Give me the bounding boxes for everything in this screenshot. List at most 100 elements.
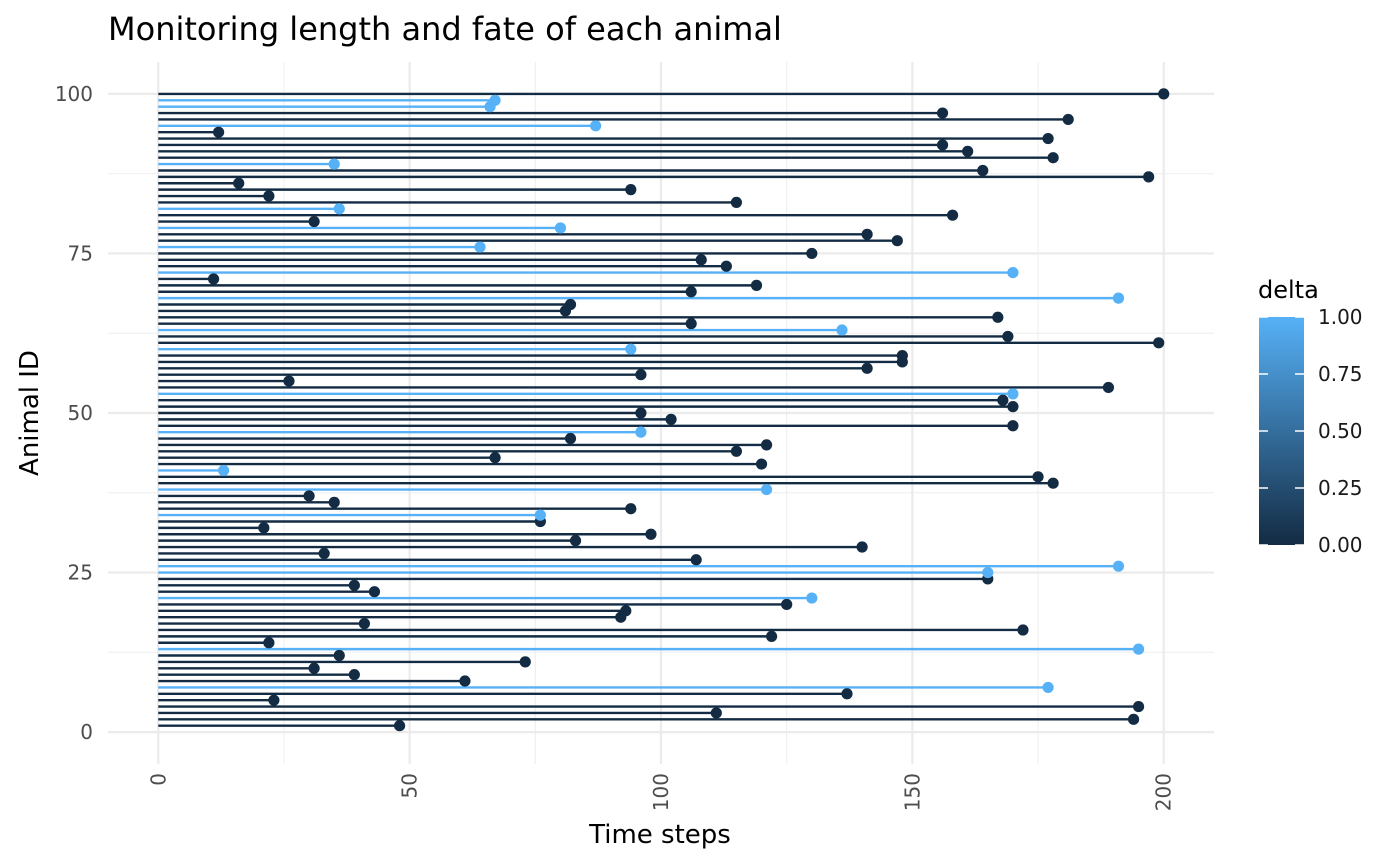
fate-point [333,649,345,662]
fate-point [690,554,702,566]
fate-point [303,490,315,502]
fate-point [333,203,345,215]
fate-point [685,286,697,298]
fate-point [368,586,381,598]
fate-point [936,107,949,119]
legend-title: delta [1258,276,1319,304]
fate-point [730,196,743,208]
fate-point [625,184,637,196]
fate-point [519,656,531,668]
fate-point [665,413,677,425]
fate-point [263,637,275,649]
fate-point [982,566,994,579]
fate-point [695,254,707,266]
fate-point [1007,388,1019,400]
legend-label: 0.50 [1318,419,1363,443]
x-tick-label: 0 [146,773,170,786]
fate-point [806,592,818,604]
fate-point [730,445,743,457]
fate-point [946,209,959,221]
fate-point [1132,700,1145,713]
fate-point [1158,88,1170,100]
legend: delta 1.00 0.75 0.50 0.25 0.00 [1258,276,1363,557]
fate-point [308,662,320,674]
fate-point [936,139,949,151]
fate-point [1112,292,1125,304]
fate-point [620,605,632,617]
x-tick-label: 200 [1152,773,1176,811]
fate-point [534,509,546,521]
fate-point [635,369,647,381]
fate-point [213,126,225,138]
fate-point [1042,132,1054,145]
fate-point [625,503,637,515]
fate-point [685,318,697,330]
fate-point [861,362,873,374]
fate-point [1002,330,1014,343]
fate-point [358,618,370,630]
fate-point [554,222,567,234]
fate-point [781,598,793,611]
fate-point [207,273,220,285]
fate-point [348,669,360,681]
y-tick-label: 25 [68,561,93,585]
x-tick-label: 150 [900,773,924,811]
fate-point [308,215,320,228]
fate-point [1042,681,1054,694]
legend-label: 1.00 [1318,305,1363,329]
fate-point [1007,420,1019,432]
fate-point [841,688,853,700]
fate-point [861,228,873,240]
fate-point [1047,477,1059,489]
legend-label: 0.75 [1318,362,1363,386]
fate-point [1102,381,1115,394]
fate-point [393,720,406,732]
fate-point [569,535,582,547]
fate-point [263,190,275,202]
fate-point [977,164,989,177]
fate-point [997,394,1009,406]
x-axis-title: Time steps [588,820,731,850]
y-tick-label: 75 [68,241,93,265]
x-tick-label: 50 [398,773,422,798]
fate-point [962,145,974,157]
legend-label: 0.00 [1318,533,1363,557]
legend-label: 0.25 [1318,476,1363,500]
fate-point [474,241,486,253]
y-axis-title: Animal ID [15,350,45,476]
fate-point [750,279,763,291]
x-tick-label: 100 [649,773,673,811]
fate-point [766,630,778,642]
fate-point [1132,643,1145,655]
fate-point [1153,337,1165,349]
fate-point [489,94,501,106]
fate-point [318,547,330,560]
fate-point [836,324,848,336]
fate-point [348,579,360,591]
segments-layer [158,92,1164,727]
fate-point [635,407,647,419]
fate-point [1112,560,1125,572]
fate-point [1007,401,1019,413]
y-tick-label: 50 [68,401,93,425]
fate-point [1047,152,1059,164]
fate-point [992,311,1004,323]
fate-point [1127,713,1140,725]
fate-point [459,675,471,687]
fate-point [760,439,773,451]
fate-point [1017,624,1029,636]
fate-point [635,426,647,438]
points-layer [207,88,1170,732]
fate-point [760,483,773,496]
chart-title: Monitoring length and fate of each anima… [108,10,782,48]
fate-point [590,120,602,132]
fate-point [1032,471,1044,483]
fate-point [1007,267,1019,279]
fate-point [328,496,340,508]
fate-point [891,235,903,247]
fate-point [1062,113,1074,126]
fate-point [564,432,577,445]
fate-point [1143,171,1155,183]
fate-point [625,343,637,355]
